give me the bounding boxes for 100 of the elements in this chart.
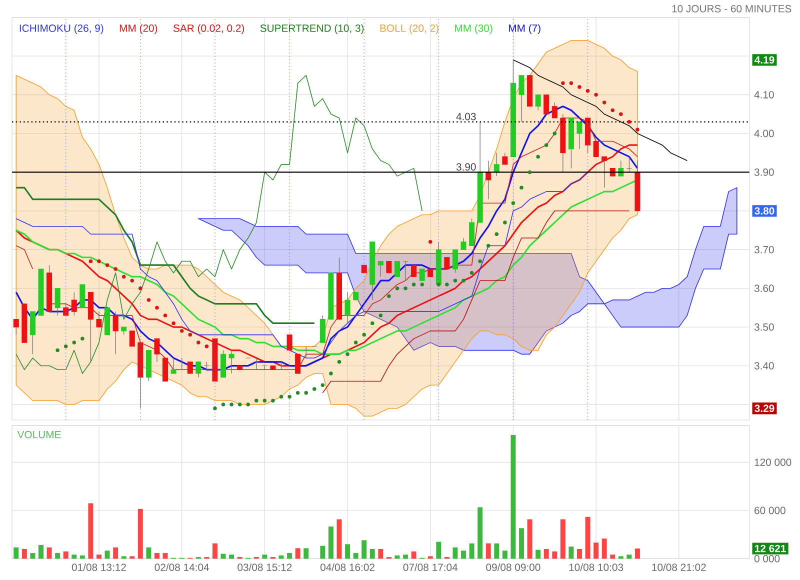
- x-tick-label: 03/08 15:12: [238, 563, 292, 572]
- bar: [121, 556, 126, 559]
- candlestick: [295, 354, 301, 374]
- candlestick: [71, 292, 77, 316]
- bar: [130, 556, 135, 559]
- candlestick: [626, 156, 632, 173]
- candlestick: [602, 156, 608, 188]
- bar: [502, 550, 508, 559]
- bar: [295, 548, 300, 559]
- bar: [55, 553, 60, 559]
- bar: [46, 547, 52, 559]
- bar: [304, 548, 309, 559]
- bar: [610, 554, 616, 559]
- x-tick-label: 01/08 13:12: [72, 563, 126, 572]
- bar: [594, 542, 599, 559]
- bar: [154, 553, 160, 559]
- candlestick: [494, 152, 500, 176]
- bar: [104, 550, 110, 559]
- candlestick: [402, 260, 408, 281]
- candlestick: [452, 249, 458, 274]
- bar: [403, 554, 408, 559]
- annotation: 3.29: [754, 404, 774, 412]
- y-tick-label: 3.60: [754, 284, 774, 292]
- bar: [146, 547, 152, 559]
- candlestick: [30, 311, 36, 354]
- bar: [602, 538, 607, 559]
- bar: [394, 555, 400, 559]
- candlestick: [469, 218, 475, 246]
- x-tick-label: 07/08 17:04: [403, 563, 458, 572]
- bar: [618, 556, 624, 559]
- bar: [262, 554, 268, 559]
- x-tick-label: 10/08 21:02: [652, 563, 706, 572]
- candlestick: [228, 350, 234, 374]
- candlestick: [419, 268, 425, 281]
- candlestick: [394, 260, 400, 277]
- candlestick: [576, 122, 582, 150]
- bar: [577, 549, 582, 559]
- text: MM (7): [508, 24, 540, 34]
- candlestick: [518, 75, 524, 122]
- legend-label: BOLL (20, 2): [380, 24, 438, 34]
- bar: [635, 548, 640, 559]
- annotation: 4.19: [754, 56, 774, 64]
- y-tick-label: 3.40: [754, 362, 774, 370]
- text: MM (30): [455, 24, 492, 34]
- y-tick-label: 60 000: [754, 506, 786, 514]
- bar: [30, 553, 36, 559]
- bar: [494, 543, 500, 559]
- candlestick: [593, 140, 599, 157]
- bar: [478, 507, 483, 559]
- bar: [353, 553, 358, 559]
- candlestick: [196, 362, 202, 378]
- candlestick: [444, 257, 450, 270]
- bar: [72, 554, 77, 559]
- bar: [436, 542, 442, 559]
- x-tick-label: 10/08 10:03: [569, 563, 624, 572]
- chart-title: VOLUME: [17, 430, 61, 438]
- bar: [22, 549, 27, 559]
- bar: [88, 503, 94, 559]
- annotation: 3.80: [754, 207, 774, 215]
- candlestick: [535, 94, 541, 111]
- bar: [544, 549, 549, 559]
- y-tick-label: 0 000: [754, 554, 780, 562]
- candlestick: [80, 284, 86, 308]
- candlestick: [460, 238, 466, 250]
- text: SUPERTREND (10, 3): [260, 24, 364, 34]
- candlestick: [179, 358, 185, 370]
- bar: [370, 549, 375, 559]
- bar: [336, 519, 342, 559]
- candlestick: [544, 94, 550, 114]
- candlestick: [162, 358, 168, 382]
- bar: [320, 546, 326, 559]
- text: SAR (0.02, 0.2): [173, 24, 244, 34]
- candlestick: [386, 260, 392, 274]
- line-series: [16, 74, 422, 374]
- bar: [38, 544, 44, 559]
- bar: [14, 547, 19, 559]
- bar: [229, 554, 234, 559]
- x-tick-label: 04/08 16:02: [320, 563, 374, 572]
- candlestick: [129, 330, 135, 347]
- legend-label: ICHIMOKU (26, 9): [20, 24, 104, 34]
- bar: [552, 551, 558, 559]
- y-tick-label: 3.90: [754, 168, 774, 176]
- y-tick-label: 4.00: [754, 130, 774, 138]
- bar: [345, 544, 350, 559]
- candlestick: [154, 338, 160, 362]
- candlestick: [220, 350, 226, 378]
- text: MM (20): [120, 24, 158, 34]
- candlestick: [502, 152, 508, 165]
- bar: [486, 543, 491, 559]
- ref-line-label: 3.90: [456, 163, 476, 171]
- bar: [362, 540, 367, 559]
- bar: [469, 543, 474, 559]
- candlestick: [54, 288, 60, 316]
- ref-line-label: 4.03: [456, 112, 476, 120]
- bar: [568, 546, 574, 559]
- bar: [461, 550, 466, 559]
- x-tick-label: 09/08 09:00: [486, 563, 540, 572]
- bar: [510, 434, 516, 559]
- bar: [162, 553, 168, 559]
- bar: [428, 556, 433, 559]
